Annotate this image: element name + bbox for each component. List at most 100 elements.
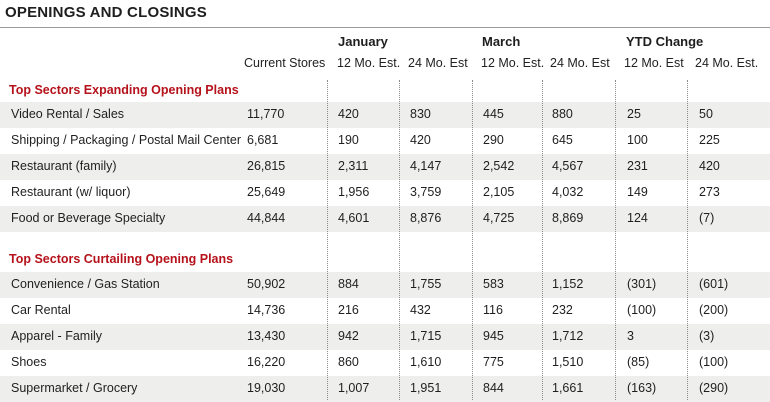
cell-mar-24mo: 1,661: [552, 381, 584, 395]
column-divider: [327, 80, 328, 400]
table-row: Video Rental / Sales 11,770 420 830 445 …: [0, 102, 770, 128]
cell-ytd-12mo: 231: [627, 159, 648, 173]
table-title: OPENINGS AND CLOSINGS: [5, 4, 207, 21]
table-row: Supermarket / Grocery 19,030 1,007 1,951…: [0, 376, 770, 402]
table-row: Apparel - Family 13,430 942 1,715 945 1,…: [0, 324, 770, 350]
column-header-mar-24mo: 24 Mo. Est: [550, 56, 610, 70]
cell-ytd-24mo: (7): [699, 211, 715, 225]
cell-ytd-12mo: 25: [627, 107, 641, 121]
cell-jan-24mo: 420: [410, 133, 431, 147]
table-row: Shipping / Packaging / Postal Mail Cente…: [0, 128, 770, 154]
cell-ytd-24mo: 273: [699, 185, 720, 199]
cell-current-stores: 6,681: [247, 133, 279, 147]
cell-mar-12mo: 844: [483, 381, 504, 395]
cell-ytd-12mo: (301): [627, 277, 657, 291]
cell-ytd-12mo: 100: [627, 133, 648, 147]
cell-ytd-12mo: (163): [627, 381, 657, 395]
cell-mar-12mo: 583: [483, 277, 504, 291]
column-divider: [615, 80, 616, 400]
cell-jan-24mo: 1,755: [410, 277, 442, 291]
table-row: Car Rental 14,736 216 432 116 232 (100) …: [0, 298, 770, 324]
cell-current-stores: 13,430: [247, 329, 286, 343]
column-header-jan-12mo: 12 Mo. Est.: [337, 56, 401, 70]
cell-jan-24mo: 432: [410, 303, 431, 317]
cell-mar-12mo: 116: [483, 303, 503, 317]
cell-ytd-24mo: (601): [699, 277, 729, 291]
cell-current-stores: 50,902: [247, 277, 286, 291]
row-label: Restaurant (w/ liquor): [11, 185, 131, 199]
cell-jan-12mo: 216: [338, 303, 359, 317]
cell-mar-24mo: 232: [552, 303, 573, 317]
cell-mar-12mo: 2,105: [483, 185, 515, 199]
cell-jan-24mo: 3,759: [410, 185, 442, 199]
section-title-expanding: Top Sectors Expanding Opening Plans: [9, 83, 239, 97]
cell-ytd-24mo: (3): [699, 329, 715, 343]
column-divider: [687, 80, 688, 400]
column-header-ytd-12mo: 12 Mo. Est: [624, 56, 684, 70]
cell-mar-12mo: 775: [483, 355, 504, 369]
cell-jan-24mo: 1,951: [410, 381, 442, 395]
table-row: Food or Beverage Specialty 44,844 4,601 …: [0, 206, 770, 232]
cell-ytd-24mo: (100): [699, 355, 729, 369]
cell-jan-12mo: 4,601: [338, 211, 370, 225]
group-header-ytd-change: YTD Change: [626, 34, 704, 49]
section-title-curtailing: Top Sectors Curtailing Opening Plans: [9, 252, 234, 266]
cell-jan-12mo: 2,311: [338, 159, 369, 173]
row-label: Shoes: [11, 355, 47, 369]
row-label: Restaurant (family): [11, 159, 117, 173]
row-label: Apparel - Family: [11, 329, 102, 343]
cell-ytd-12mo: 124: [627, 211, 648, 225]
cell-ytd-12mo: 3: [627, 329, 634, 343]
row-label: Food or Beverage Specialty: [11, 211, 166, 225]
row-label: Car Rental: [11, 303, 71, 317]
cell-jan-24mo: 4,147: [410, 159, 442, 173]
group-header-march: March: [482, 34, 521, 49]
row-label: Shipping / Packaging / Postal Mail Cente…: [11, 133, 241, 147]
cell-jan-24mo: 8,876: [410, 211, 442, 225]
cell-current-stores: 25,649: [247, 185, 286, 199]
cell-current-stores: 11,770: [247, 107, 285, 121]
cell-jan-24mo: 1,610: [410, 355, 442, 369]
column-header-mar-12mo: 12 Mo. Est.: [481, 56, 545, 70]
cell-ytd-12mo: (100): [627, 303, 657, 317]
cell-jan-24mo: 1,715: [410, 329, 442, 343]
cell-current-stores: 26,815: [247, 159, 286, 173]
cell-ytd-24mo: 420: [699, 159, 720, 173]
table-row: Shoes 16,220 860 1,610 775 1,510 (85) (1…: [0, 350, 770, 376]
cell-mar-24mo: 645: [552, 133, 573, 147]
cell-ytd-12mo: (85): [627, 355, 650, 369]
cell-mar-24mo: 1,152: [552, 277, 584, 291]
cell-jan-12mo: 1,007: [338, 381, 370, 395]
column-header-jan-24mo: 24 Mo. Est: [408, 56, 468, 70]
cell-current-stores: 44,844: [247, 211, 286, 225]
column-divider: [472, 80, 473, 400]
cell-ytd-24mo: 50: [699, 107, 713, 121]
cell-mar-12mo: 2,542: [483, 159, 515, 173]
cell-mar-12mo: 945: [483, 329, 504, 343]
row-label: Convenience / Gas Station: [11, 277, 160, 291]
cell-jan-12mo: 884: [338, 277, 359, 291]
cell-current-stores: 14,736: [247, 303, 286, 317]
cell-jan-12mo: 420: [338, 107, 359, 121]
cell-current-stores: 19,030: [247, 381, 286, 395]
title-rule: [0, 27, 770, 28]
cell-mar-24mo: 8,869: [552, 211, 584, 225]
column-header-ytd-24mo: 24 Mo. Est.: [695, 56, 759, 70]
cell-mar-24mo: 4,032: [552, 185, 584, 199]
column-divider: [399, 80, 400, 400]
cell-ytd-24mo: 225: [699, 133, 720, 147]
cell-mar-12mo: 4,725: [483, 211, 515, 225]
cell-ytd-12mo: 149: [627, 185, 648, 199]
cell-jan-12mo: 860: [338, 355, 359, 369]
cell-jan-24mo: 830: [410, 107, 431, 121]
table-row: Restaurant (family) 26,815 2,311 4,147 2…: [0, 154, 770, 180]
cell-jan-12mo: 190: [338, 133, 359, 147]
column-header-current-stores: Current Stores: [244, 56, 326, 70]
group-header-january: January: [338, 34, 388, 49]
cell-mar-12mo: 290: [483, 133, 504, 147]
cell-mar-12mo: 445: [483, 107, 504, 121]
cell-ytd-24mo: (200): [699, 303, 729, 317]
table-row: Restaurant (w/ liquor) 25,649 1,956 3,75…: [0, 180, 770, 206]
cell-mar-24mo: 1,712: [552, 329, 584, 343]
